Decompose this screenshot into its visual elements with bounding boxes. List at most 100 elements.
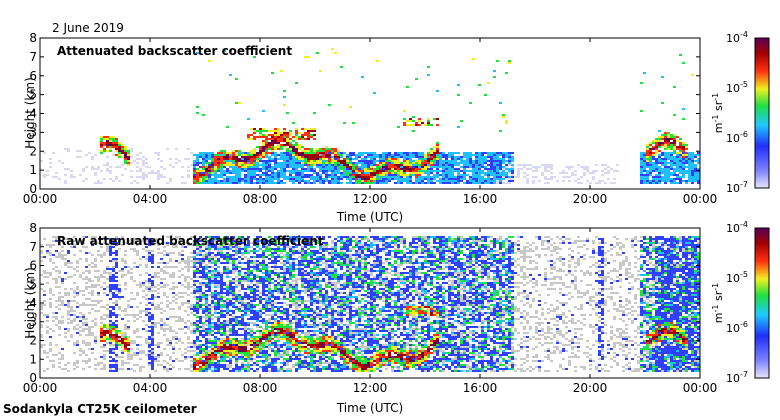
heatmap-cell — [490, 166, 493, 168]
heatmap-cell — [196, 172, 199, 174]
heatmap-cell — [49, 254, 52, 256]
heatmap-cell — [205, 332, 208, 334]
heatmap-cell — [262, 320, 265, 322]
heatmap-cell — [679, 176, 682, 178]
heatmap-cell — [142, 328, 145, 330]
heatmap-cell — [295, 150, 298, 152]
heatmap-cell — [148, 314, 151, 316]
heatmap-cell — [397, 160, 400, 162]
heatmap-cell — [151, 250, 154, 252]
heatmap-cell — [205, 286, 208, 288]
heatmap-cell — [79, 312, 82, 314]
heatmap-cell — [418, 174, 421, 176]
heatmap-cell — [244, 174, 247, 176]
heatmap-cell — [241, 334, 244, 336]
heatmap-cell — [256, 320, 259, 322]
heatmap-cell — [385, 158, 388, 160]
heatmap-cell — [223, 154, 226, 156]
heatmap-cell — [202, 260, 205, 262]
heatmap-cell — [253, 310, 256, 312]
heatmap-cell — [193, 176, 196, 178]
heatmap-cell — [691, 74, 694, 76]
heatmap-cell — [496, 158, 499, 160]
heatmap-cell — [214, 156, 217, 158]
heatmap-cell — [658, 166, 661, 168]
heatmap-cell — [67, 330, 70, 332]
heatmap-cell — [292, 178, 295, 180]
heatmap-cell — [655, 180, 658, 182]
heatmap-cell — [238, 242, 241, 244]
heatmap-cell — [427, 66, 430, 68]
heatmap-cell — [208, 354, 211, 356]
heatmap-cell — [682, 62, 685, 64]
heatmap-cell — [172, 286, 175, 288]
heatmap-cell — [202, 304, 205, 306]
heatmap-cell — [220, 350, 223, 352]
heatmap-cell — [691, 170, 694, 172]
heatmap-cell — [109, 260, 112, 262]
heatmap-cell — [94, 336, 97, 338]
heatmap-cell — [145, 304, 148, 306]
heatmap-cell — [424, 162, 427, 164]
heatmap-cell — [226, 322, 229, 324]
heatmap-cell — [187, 176, 190, 178]
heatmap-cell — [187, 268, 190, 270]
heatmap-cell — [145, 246, 148, 248]
heatmap-cell — [226, 312, 229, 314]
heatmap-cell — [304, 134, 307, 136]
heatmap-cell — [190, 152, 193, 154]
heatmap-cell — [259, 320, 262, 322]
heatmap-cell — [112, 268, 115, 270]
heatmap-cell — [277, 176, 280, 178]
heatmap-cell — [223, 288, 226, 290]
heatmap-cell — [259, 340, 262, 342]
heatmap-cell — [214, 168, 217, 170]
heatmap-cell — [283, 144, 286, 146]
heatmap-cell — [244, 294, 247, 296]
heatmap-cell — [199, 318, 202, 320]
heatmap-cell — [205, 266, 208, 268]
heatmap-cell — [202, 278, 205, 280]
heatmap-cell — [232, 316, 235, 318]
heatmap-cell — [394, 176, 397, 178]
heatmap-cell — [226, 330, 229, 332]
heatmap-cell — [427, 160, 430, 162]
heatmap-cell — [109, 340, 112, 342]
heatmap-cell — [337, 160, 340, 162]
heatmap-cell — [286, 138, 289, 140]
heatmap-cell — [235, 176, 238, 178]
heatmap-cell — [214, 336, 217, 338]
heatmap-cell — [229, 270, 232, 272]
heatmap-cell — [688, 168, 691, 170]
heatmap-cell — [256, 282, 259, 284]
heatmap-cell — [52, 316, 55, 318]
heatmap-cell — [685, 166, 688, 168]
heatmap-cell — [109, 330, 112, 332]
heatmap-cell — [238, 342, 241, 344]
heatmap-cell — [295, 176, 298, 178]
heatmap-cell — [217, 312, 220, 314]
heatmap-cell — [124, 334, 127, 336]
heatmap-cell — [247, 152, 250, 154]
heatmap-cell — [439, 160, 442, 162]
heatmap-cell — [64, 264, 67, 266]
heatmap-cell — [526, 174, 529, 176]
heatmap-cell — [169, 316, 172, 318]
heatmap-cell — [301, 172, 304, 174]
heatmap-cell — [184, 326, 187, 328]
heatmap-cell — [124, 282, 127, 284]
heatmap-cell — [205, 160, 208, 162]
heatmap-cell — [565, 172, 568, 174]
heatmap-cell — [283, 162, 286, 164]
heatmap-cell — [229, 292, 232, 294]
heatmap-cell — [307, 170, 310, 172]
heatmap-cell — [238, 370, 241, 372]
heatmap-cell — [259, 344, 262, 346]
heatmap-cell — [259, 136, 262, 138]
heatmap-cell — [538, 166, 541, 168]
heatmap-cell — [259, 308, 262, 310]
heatmap-cell — [82, 368, 85, 370]
heatmap-cell — [52, 320, 55, 322]
heatmap-cell — [436, 170, 439, 172]
heatmap-cell — [214, 178, 217, 180]
